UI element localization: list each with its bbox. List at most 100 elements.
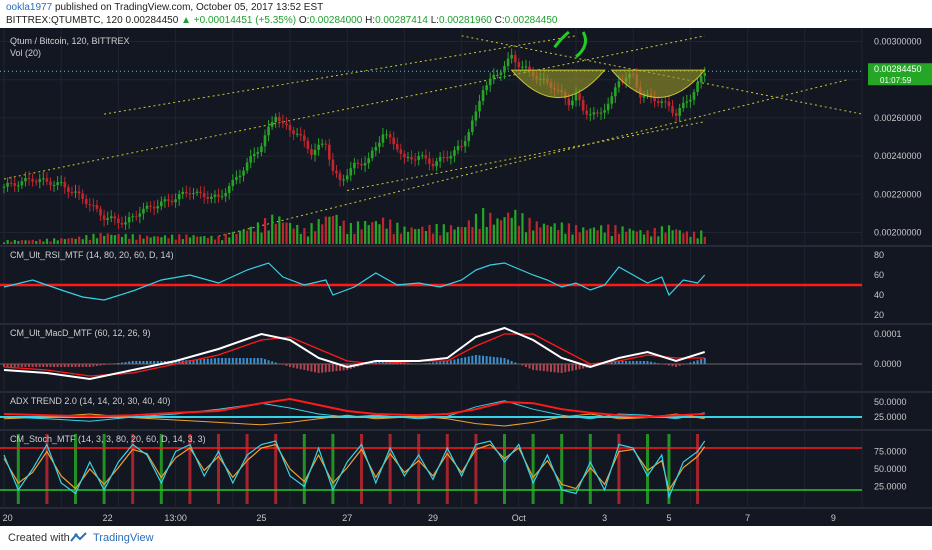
candle-body — [392, 137, 395, 145]
macd-histogram-bar — [575, 364, 577, 370]
candle-body — [331, 159, 335, 171]
stoch-cross-bar — [646, 434, 649, 504]
stoch-cross-bar — [417, 434, 421, 504]
candle-body — [160, 201, 163, 207]
macd-histogram-bar — [564, 364, 567, 373]
macd-histogram-bar — [578, 364, 581, 370]
footer: Created with TradingView — [0, 526, 932, 550]
candle-body — [614, 87, 617, 97]
macd-histogram-bar — [617, 361, 620, 364]
candle-body — [385, 134, 388, 136]
volume-bar — [149, 237, 152, 244]
volume-bar — [260, 232, 263, 244]
volume-bar — [95, 238, 99, 244]
handle-mark-right — [575, 31, 587, 58]
volume-bar — [424, 230, 428, 244]
volume-bar — [274, 223, 277, 244]
volume-bar — [45, 238, 49, 244]
volume-bar — [453, 229, 456, 244]
bar-countdown: 01:07:59 — [880, 76, 912, 85]
macd-histogram-bar — [99, 364, 102, 366]
candle-body — [134, 216, 138, 218]
time-tick-label: 25 — [256, 513, 266, 523]
macd-histogram-bar — [321, 364, 324, 373]
time-axis: 20 22 13:00 25 27 29 Oct 3 5 7 9 — [3, 513, 836, 523]
macd-histogram-bar — [120, 362, 123, 364]
volume-bar — [99, 233, 102, 244]
volume-bar — [499, 220, 503, 244]
volume-bar — [514, 209, 517, 244]
candle-body — [238, 175, 242, 178]
macd-histogram-bar — [242, 358, 245, 364]
volume-bar — [625, 231, 628, 244]
candle-body — [435, 161, 438, 167]
stoch-k-line — [3, 440, 706, 500]
candle-body — [256, 152, 260, 154]
volume-bar — [467, 220, 470, 244]
candle-body — [471, 120, 474, 133]
macd-histogram-bar — [3, 364, 5, 367]
candle-body — [438, 157, 442, 162]
candle-body — [388, 134, 392, 138]
tradingview-link[interactable]: TradingView — [93, 532, 154, 544]
author-link[interactable]: ookla1977 — [6, 2, 53, 13]
candle-body — [20, 181, 24, 186]
macd-histogram-bar — [95, 364, 98, 366]
macd-histogram-bar — [657, 363, 660, 364]
candle-body — [56, 182, 59, 186]
macd-histogram-bar — [478, 355, 481, 364]
macd-histogram-bar — [582, 364, 585, 369]
macd-histogram-bar — [124, 362, 127, 364]
candle-body — [42, 178, 45, 180]
macd-histogram-bar — [274, 362, 277, 364]
candle-body — [699, 75, 703, 83]
macd-histogram-bar — [632, 361, 635, 364]
volume-bar — [567, 223, 571, 244]
candle-body — [424, 155, 428, 159]
macd-histogram-bar — [703, 358, 706, 364]
candle-body — [681, 102, 685, 109]
macd-histogram-bar — [324, 364, 327, 373]
volume-bar — [564, 233, 567, 244]
candle-body — [131, 216, 134, 218]
macd-histogram-bar — [628, 361, 631, 364]
macd-histogram-bar — [406, 363, 409, 364]
macd-histogram-bar — [682, 364, 685, 365]
time-tick-label: 7 — [745, 513, 750, 523]
macd-signal-line — [3, 333, 705, 377]
candle-body — [574, 93, 578, 101]
candle-body — [446, 157, 449, 159]
macd-histogram-bar — [153, 361, 156, 364]
candle-body — [167, 199, 170, 201]
candle-body — [431, 163, 435, 167]
volume-bar — [578, 232, 581, 244]
chart-header: ookla1977 published on TradingView.com, … — [0, 0, 932, 28]
candle-body — [27, 178, 31, 180]
volume-bar — [385, 228, 388, 244]
volume-bar — [396, 222, 399, 244]
macd-histogram-bar — [492, 356, 495, 364]
candle-body — [378, 142, 381, 147]
macd-histogram-bar — [449, 360, 452, 364]
candle-body — [38, 179, 42, 182]
volume-bar — [589, 228, 592, 244]
candle-body — [410, 156, 413, 160]
candle-body — [152, 206, 156, 209]
candle-body — [263, 135, 267, 147]
chart-canvas[interactable]: 0.003000000.002800000.002600000.00240000… — [0, 28, 932, 526]
candle-body — [156, 206, 160, 209]
macd-histogram-bar — [289, 364, 291, 367]
indicator-tick-label: 0.0000 — [874, 359, 902, 369]
macd-histogram-bar — [206, 358, 209, 364]
candle-body — [84, 199, 88, 205]
volume-bar — [271, 214, 274, 244]
volume-bar — [428, 224, 431, 244]
candle-body — [281, 121, 285, 124]
volume-bar — [224, 233, 227, 244]
candle-body — [692, 91, 696, 100]
volume-bar — [614, 225, 617, 244]
volume-bar — [203, 236, 206, 244]
macd-histogram-bar — [299, 364, 302, 370]
chart-area[interactable]: 0.003000000.002800000.002600000.00240000… — [0, 28, 932, 526]
tradingview-logo-icon[interactable] — [70, 531, 88, 545]
